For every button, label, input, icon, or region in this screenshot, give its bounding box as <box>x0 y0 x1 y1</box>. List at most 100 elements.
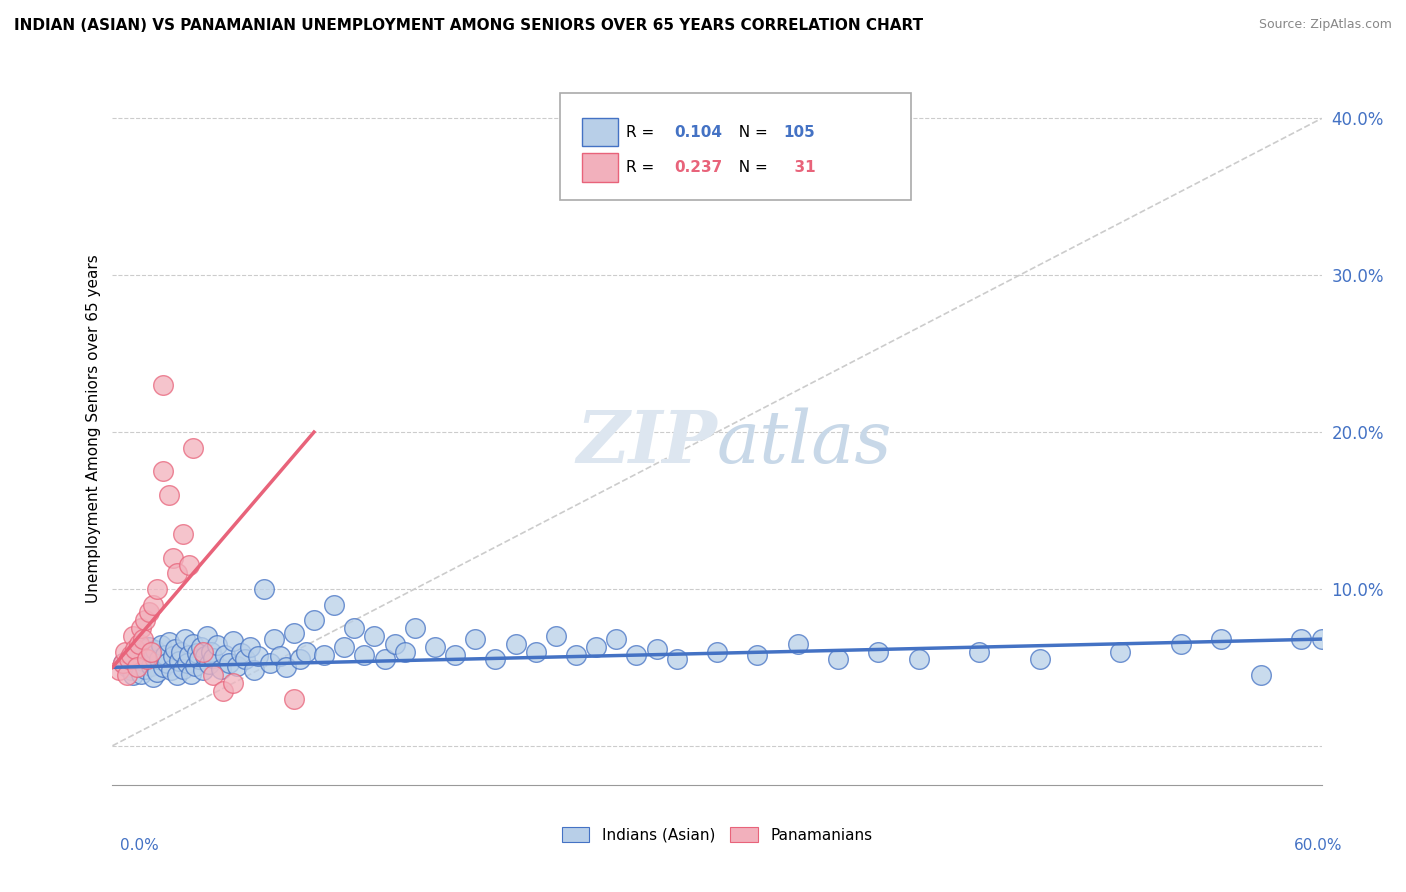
Point <box>1250 668 1272 682</box>
Point <box>134 613 156 627</box>
Point <box>194 649 217 664</box>
Point <box>188 652 211 666</box>
Point <box>242 664 264 678</box>
Point <box>374 652 396 666</box>
Point <box>157 635 180 649</box>
Point <box>138 640 160 654</box>
Point <box>312 648 335 662</box>
Point <box>111 656 134 670</box>
Point <box>134 662 156 676</box>
Point <box>160 664 183 678</box>
Point <box>181 637 204 651</box>
Point <box>186 646 208 660</box>
Point <box>146 665 169 679</box>
Point <box>198 657 221 672</box>
Point <box>1028 652 1050 666</box>
Point <box>868 645 890 659</box>
Text: N =: N = <box>730 161 773 175</box>
Point <box>129 621 152 635</box>
Point <box>302 613 325 627</box>
Point <box>295 645 318 659</box>
Point <box>138 606 160 620</box>
Point <box>235 652 257 666</box>
Point <box>107 664 129 678</box>
Legend: Indians (Asian), Panamanians: Indians (Asian), Panamanians <box>555 821 879 848</box>
FancyBboxPatch shape <box>582 118 617 146</box>
Point <box>142 598 165 612</box>
FancyBboxPatch shape <box>560 93 911 200</box>
Text: R =: R = <box>626 161 659 175</box>
Point <box>167 654 190 668</box>
Point <box>1109 645 1132 659</box>
Point <box>269 649 291 664</box>
Point <box>786 637 808 651</box>
Point <box>288 652 311 666</box>
Point <box>148 652 170 666</box>
Point <box>170 645 193 659</box>
Text: 60.0%: 60.0% <box>1295 838 1343 854</box>
Point <box>156 656 179 670</box>
Point <box>135 651 157 665</box>
Point <box>444 648 467 662</box>
Point <box>117 652 139 666</box>
Point <box>191 664 214 678</box>
Point <box>149 639 172 653</box>
Point <box>253 582 276 596</box>
Point <box>132 641 155 656</box>
Point <box>605 632 627 646</box>
Point <box>218 656 240 670</box>
Point <box>121 629 143 643</box>
Point <box>200 645 222 659</box>
Point <box>152 378 174 392</box>
Point <box>827 652 849 666</box>
Point <box>967 645 990 659</box>
Point <box>353 648 375 662</box>
Point <box>172 662 194 676</box>
Point <box>132 654 155 668</box>
Point <box>585 640 607 654</box>
Point <box>157 488 180 502</box>
Point <box>177 558 200 573</box>
FancyBboxPatch shape <box>582 153 617 182</box>
Point <box>152 660 174 674</box>
Point <box>907 652 929 666</box>
Point <box>283 691 305 706</box>
Point <box>394 645 416 659</box>
Point <box>1310 632 1333 646</box>
Text: 31: 31 <box>783 161 815 175</box>
Point <box>343 621 366 635</box>
Point <box>146 582 169 596</box>
Point <box>111 656 134 670</box>
Point <box>202 668 225 682</box>
Point <box>115 660 138 674</box>
Point <box>423 640 446 654</box>
Point <box>163 641 186 656</box>
Point <box>214 648 236 662</box>
Point <box>226 658 249 673</box>
Point <box>177 648 200 662</box>
Point <box>363 629 385 643</box>
Point <box>135 652 157 666</box>
Point <box>142 670 165 684</box>
Point <box>115 668 138 682</box>
Point <box>184 658 207 673</box>
Point <box>132 632 155 646</box>
Point <box>190 640 212 654</box>
Text: INDIAN (ASIAN) VS PANAMANIAN UNEMPLOYMENT AMONG SENIORS OVER 65 YEARS CORRELATIO: INDIAN (ASIAN) VS PANAMANIAN UNEMPLOYMEN… <box>14 18 924 33</box>
Point <box>283 625 305 640</box>
Point <box>212 684 235 698</box>
Point <box>464 632 486 646</box>
Point <box>626 648 648 662</box>
Point <box>246 649 269 664</box>
Text: atlas: atlas <box>717 407 893 478</box>
Point <box>333 640 356 654</box>
Point <box>117 652 139 666</box>
Point <box>120 664 142 678</box>
Point <box>524 645 547 659</box>
Point <box>166 668 188 682</box>
Point <box>172 527 194 541</box>
Point <box>181 441 204 455</box>
Point <box>129 666 152 681</box>
Point <box>114 645 136 659</box>
Point <box>202 651 225 665</box>
